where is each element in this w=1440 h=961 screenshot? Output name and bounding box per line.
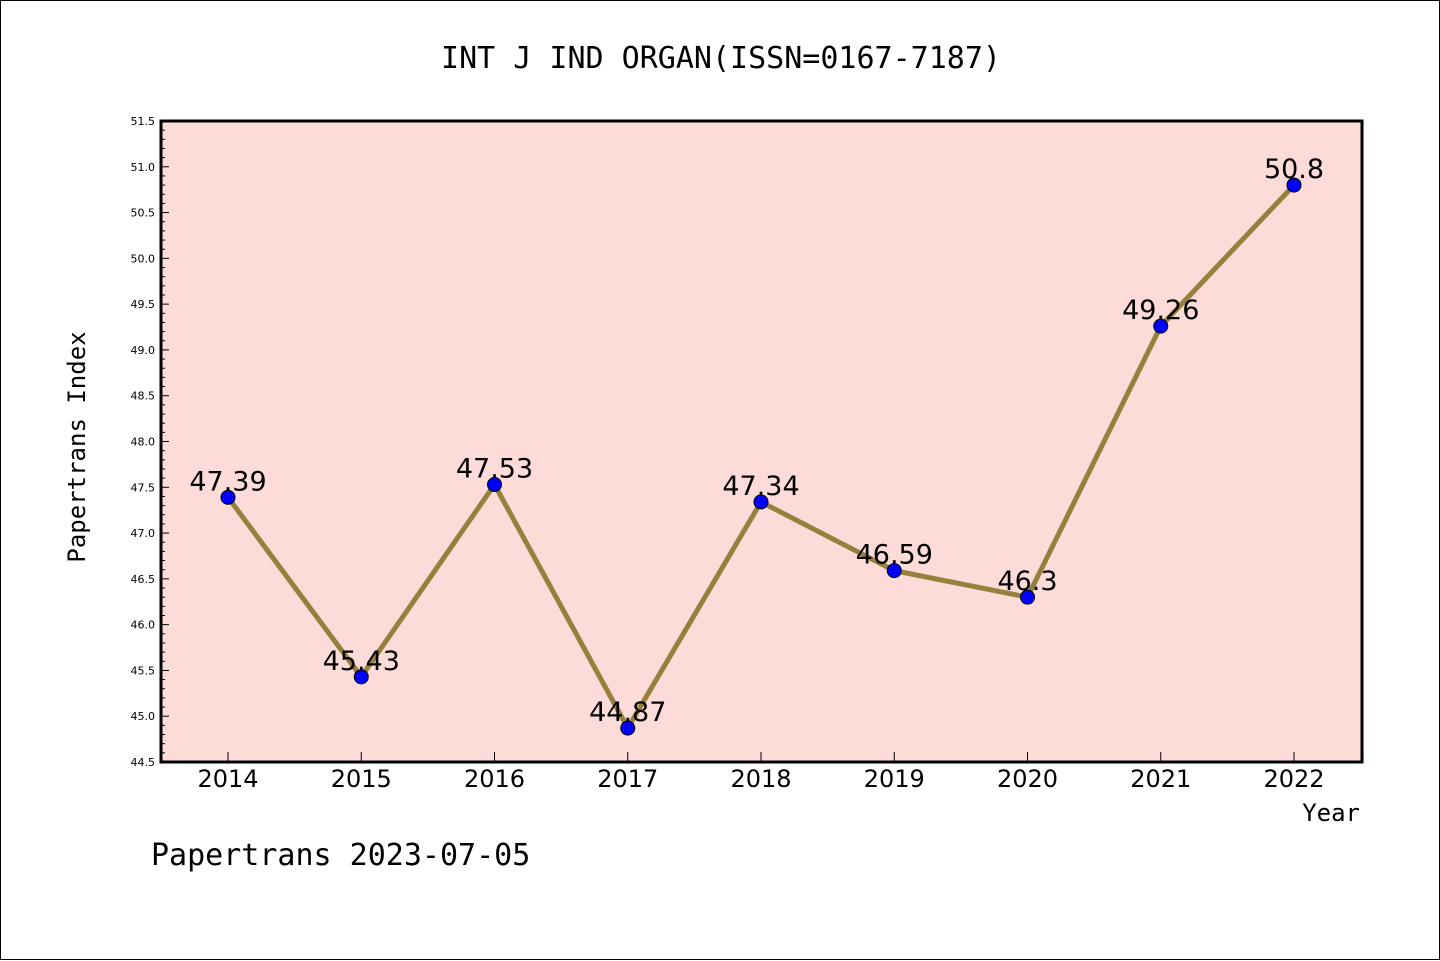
y-tick-label: 51.0 xyxy=(131,161,156,174)
data-label-2021: 49.26 xyxy=(1122,295,1199,326)
y-tick-label: 47.5 xyxy=(131,481,156,494)
y-tick-label: 45.5 xyxy=(131,664,156,677)
x-axis-title: Year xyxy=(1302,799,1360,827)
y-tick-label: 50.0 xyxy=(131,252,156,265)
y-tick-label: 48.5 xyxy=(131,390,156,403)
data-label-2015: 45.43 xyxy=(323,646,400,677)
data-point-2015 xyxy=(353,669,369,685)
data-label-2022: 50.8 xyxy=(1264,154,1324,185)
y-axis-title: Papertrans Index xyxy=(63,331,91,562)
x-tick-label: 2020 xyxy=(997,765,1058,793)
x-tick-label: 2021 xyxy=(1130,765,1191,793)
data-point-2016 xyxy=(487,477,502,493)
x-tick-label: 2019 xyxy=(864,765,925,793)
x-tick-label: 2017 xyxy=(597,765,658,793)
data-point-2014 xyxy=(220,489,236,505)
y-tick-label: 44.5 xyxy=(131,756,156,769)
x-tick-label: 2015 xyxy=(331,765,392,793)
y-tick-label: 46.0 xyxy=(131,619,156,632)
y-tick-label: 47.0 xyxy=(131,527,156,540)
data-point-2021 xyxy=(1153,318,1169,334)
y-tick-label: 45.0 xyxy=(131,710,156,723)
data-point-2017 xyxy=(620,720,636,736)
data-label-2017: 44.87 xyxy=(589,697,666,728)
y-tick-label: 49.5 xyxy=(131,298,156,311)
y-tick-label: 48.0 xyxy=(131,436,156,449)
data-labels: 47.39 45.43 47.53 44.87 47.34 46.59 46.3 49.26 5… xyxy=(189,154,1324,728)
data-point-2018 xyxy=(753,494,769,510)
x-tick-label: 2014 xyxy=(197,765,258,793)
chart-title: INT J IND ORGAN(ISSN=0167-7187) xyxy=(441,41,1001,76)
data-label-2016: 47.53 xyxy=(456,454,533,485)
data-point-2019 xyxy=(886,563,902,579)
y-tick-label: 50.5 xyxy=(131,207,156,220)
data-label-2014: 47.39 xyxy=(189,466,266,497)
y-axis-ticks: 44.5 45.0 45.5 46.0 46.5 47.0 47.5 48.0 48.5 49.0… xyxy=(131,115,169,769)
x-tick-label: 2016 xyxy=(464,765,525,793)
y-tick-label: 51.5 xyxy=(131,115,156,128)
plot-area xyxy=(161,121,1362,762)
y-tick-label: 46.5 xyxy=(131,573,156,586)
plot-border xyxy=(159,119,1364,764)
x-tick-label: 2018 xyxy=(730,765,791,793)
data-label-2018: 47.34 xyxy=(722,471,799,502)
data-label-2020: 46.3 xyxy=(997,566,1057,597)
data-label-2019: 46.59 xyxy=(856,540,933,571)
y-tick-label: 49.0 xyxy=(131,344,156,357)
data-point-2020 xyxy=(1020,589,1035,605)
footer-credit: Papertrans 2023-07-05 xyxy=(151,838,530,873)
x-axis-ticks: 2014 2015 2016 2017 2018 2019 2020 2021 2022 xyxy=(197,752,1325,793)
data-point-2022 xyxy=(1286,177,1302,193)
series-layer xyxy=(220,177,1302,736)
x-tick-label: 2022 xyxy=(1263,765,1324,793)
